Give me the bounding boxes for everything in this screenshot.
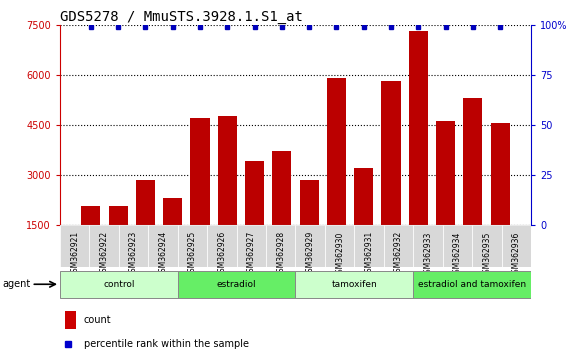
Text: GSM362935: GSM362935: [482, 231, 492, 278]
Bar: [354, 168, 373, 275]
Text: tamoxifen: tamoxifen: [332, 280, 377, 289]
Bar: [266, 225, 296, 267]
Text: GSM362923: GSM362923: [129, 231, 138, 278]
Text: estradiol and tamoxifen: estradiol and tamoxifen: [418, 280, 526, 289]
Bar: [327, 78, 346, 275]
Bar: [272, 152, 291, 275]
Text: estradiol: estradiol: [217, 280, 256, 289]
Bar: [207, 225, 236, 267]
Text: GSM362936: GSM362936: [512, 231, 521, 278]
Bar: [296, 225, 325, 267]
Text: percentile rank within the sample: percentile rank within the sample: [83, 339, 248, 349]
Bar: [119, 225, 148, 267]
Bar: [136, 180, 155, 275]
Bar: [355, 225, 384, 267]
Text: GSM362924: GSM362924: [159, 231, 167, 278]
Bar: [384, 225, 413, 267]
Bar: [65, 311, 77, 329]
Bar: [163, 198, 182, 275]
Bar: [300, 180, 319, 275]
Text: GSM362921: GSM362921: [70, 231, 79, 277]
Text: GSM362931: GSM362931: [365, 231, 373, 278]
Bar: [191, 118, 210, 275]
Text: GSM362932: GSM362932: [394, 231, 403, 278]
Text: GSM362934: GSM362934: [453, 231, 462, 278]
Text: GSM362925: GSM362925: [188, 231, 197, 278]
Bar: [296, 270, 413, 298]
Bar: [501, 225, 531, 267]
Bar: [490, 123, 510, 275]
Bar: [108, 206, 128, 275]
Text: GSM362926: GSM362926: [218, 231, 226, 278]
Bar: [413, 270, 531, 298]
Text: GSM362922: GSM362922: [99, 231, 108, 277]
Bar: [413, 225, 443, 267]
Bar: [436, 121, 455, 275]
Text: GSM362929: GSM362929: [305, 231, 315, 278]
Text: count: count: [83, 315, 111, 325]
Bar: [236, 225, 266, 267]
Bar: [218, 116, 237, 275]
Bar: [245, 161, 264, 275]
Bar: [178, 225, 207, 267]
Bar: [90, 225, 119, 267]
Bar: [60, 225, 90, 267]
Bar: [148, 225, 178, 267]
Bar: [472, 225, 501, 267]
Text: GSM362930: GSM362930: [335, 231, 344, 278]
Text: GSM362928: GSM362928: [276, 231, 286, 277]
Bar: [178, 270, 296, 298]
Bar: [443, 225, 472, 267]
Bar: [381, 81, 400, 275]
Bar: [81, 206, 100, 275]
Text: GDS5278 / MmuSTS.3928.1.S1_at: GDS5278 / MmuSTS.3928.1.S1_at: [60, 10, 303, 24]
Text: GSM362927: GSM362927: [247, 231, 256, 278]
Bar: [60, 270, 178, 298]
Bar: [409, 32, 428, 275]
Text: agent: agent: [3, 279, 31, 289]
Bar: [325, 225, 355, 267]
Bar: [463, 98, 482, 275]
Text: control: control: [103, 280, 135, 289]
Text: GSM362933: GSM362933: [424, 231, 432, 278]
